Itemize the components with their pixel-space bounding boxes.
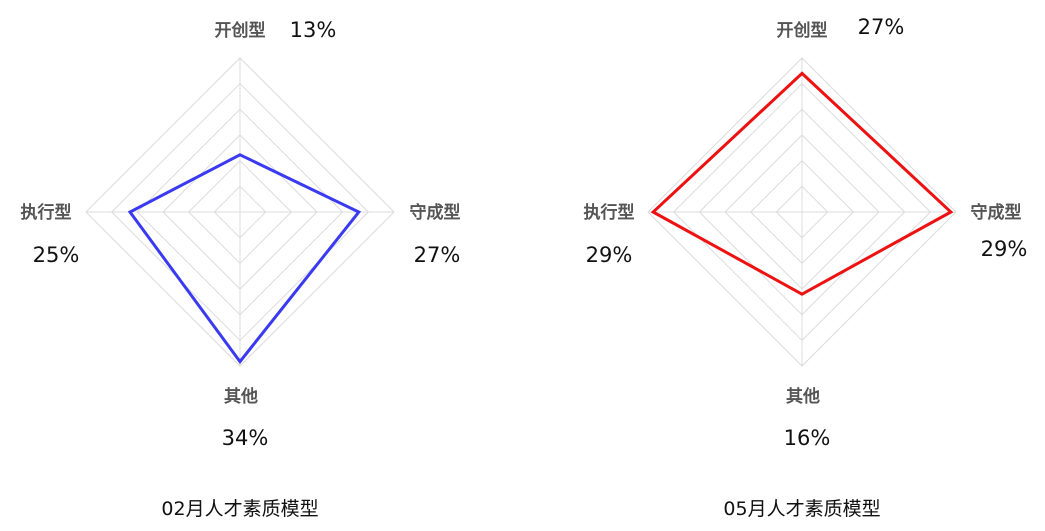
- radar-grid: [647, 57, 957, 367]
- value-label-right: 29%: [981, 237, 1028, 261]
- axis-label-left: 执行型: [584, 202, 635, 223]
- chart-title: 05月人才素质模型: [723, 498, 880, 520]
- axis-label-left: 执行型: [21, 202, 72, 223]
- axis-label-top: 开创型: [215, 20, 266, 41]
- radar-grid: [85, 57, 395, 367]
- value-label-top: 13%: [290, 18, 337, 42]
- series-polygon: [127, 153, 362, 365]
- value-label-top: 27%: [858, 15, 905, 39]
- value-label-bottom: 16%: [784, 426, 831, 450]
- value-label-right: 27%: [414, 243, 461, 267]
- axis-label-top: 开创型: [777, 20, 828, 41]
- value-label-bottom: 34%: [222, 426, 269, 450]
- axis-label-bottom: 其他: [786, 386, 820, 407]
- radar-chart-05: 开创型 27% 守成型 29% 其他 16% 执行型 29% 05月人才素质模型: [584, 15, 1028, 520]
- value-label-left: 25%: [33, 243, 80, 267]
- radar-chart-02: 开创型 13% 守成型 27% 其他 34% 执行型 25% 02月人才素质模型: [21, 18, 461, 520]
- chart-title: 02月人才素质模型: [161, 498, 318, 520]
- axis-label-right: 守成型: [410, 202, 461, 223]
- value-label-left: 29%: [586, 243, 633, 267]
- axis-label-right: 守成型: [971, 202, 1022, 223]
- series-polygon: [650, 71, 954, 296]
- axis-label-bottom: 其他: [224, 386, 258, 407]
